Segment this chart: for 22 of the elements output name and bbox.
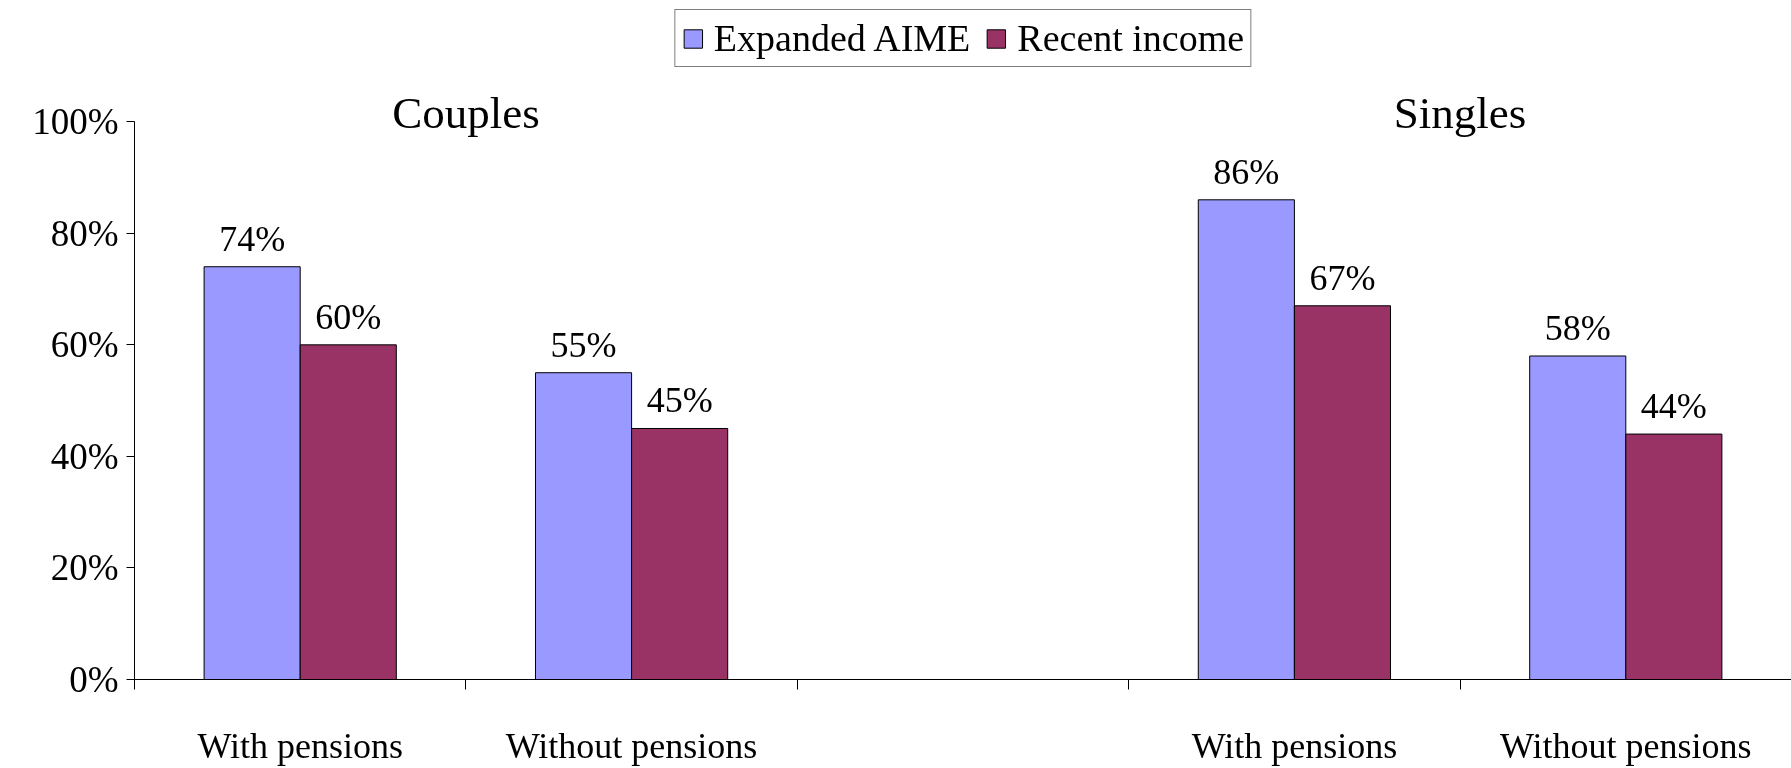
annotation: Singles bbox=[1393, 87, 1527, 138]
data-label: 45% bbox=[646, 380, 713, 421]
data-label: 67% bbox=[1309, 257, 1376, 298]
data-label: 74% bbox=[219, 218, 286, 259]
x-tick-label: With pensions bbox=[1191, 725, 1398, 766]
data-label: 60% bbox=[315, 296, 382, 337]
x-tick-label: Without pensions bbox=[1500, 725, 1752, 766]
data-label: 58% bbox=[1544, 307, 1611, 348]
y-tick-label: 0% bbox=[69, 659, 119, 700]
y-tick-label: 80% bbox=[50, 212, 119, 254]
y-tick-label: 60% bbox=[50, 324, 119, 366]
annotation: Couples bbox=[392, 87, 540, 138]
y-tick-label: 40% bbox=[50, 435, 119, 477]
legend-label: Recent income bbox=[1017, 16, 1245, 60]
data-label: 44% bbox=[1640, 386, 1707, 427]
legend-label: Expanded AIME bbox=[713, 16, 971, 60]
data-label: 55% bbox=[550, 324, 617, 365]
x-tick-label: Without pensions bbox=[505, 725, 758, 766]
y-tick-label: 100% bbox=[32, 101, 119, 143]
x-tick-label: With pensions bbox=[197, 725, 403, 766]
data-label: 86% bbox=[1213, 151, 1280, 192]
y-tick-label: 20% bbox=[50, 547, 119, 589]
